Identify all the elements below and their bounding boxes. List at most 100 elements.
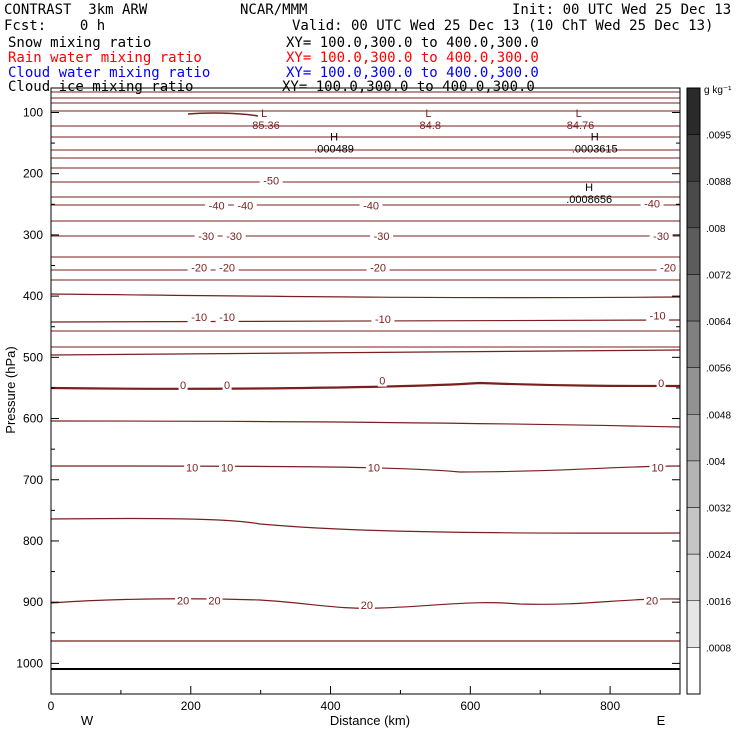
field-row: Rain water mixing ratio [8, 50, 202, 66]
y-tick-label: 1000 [16, 656, 43, 670]
center-label: NCAR/MMM [240, 2, 308, 18]
contour-label-bg [370, 230, 394, 243]
colorbar-unit: g kg⁻¹ [704, 85, 732, 96]
colorbar-label: .008 [706, 224, 726, 235]
contour-label-bg [649, 230, 673, 243]
contour-label-bg [359, 199, 383, 212]
y-tick-label: 800 [23, 534, 43, 548]
contour-label-bg [222, 378, 232, 391]
colorbar-label: .0024 [706, 550, 731, 561]
x-tick-label: 200 [181, 699, 201, 713]
contour-label: -20 [219, 262, 235, 274]
contour-label: -30 [226, 231, 242, 243]
y-tick-label: 900 [23, 595, 43, 609]
contour-label-bg [215, 310, 239, 323]
field-row: Cloud water mixing ratio [8, 65, 211, 81]
extremum-value: .0003615 [572, 143, 618, 155]
contour-label-bg [646, 309, 670, 322]
colorbar-cell [686, 87, 701, 135]
x-tick-label: 0 [48, 699, 55, 713]
colorbar-cell [686, 647, 701, 695]
contour-label: -10 [375, 314, 391, 326]
colorbar-label: .0095 [706, 131, 731, 142]
contour-label-bg [377, 374, 387, 387]
contour-line [50, 640, 681, 643]
contour-label: -40 [363, 201, 379, 213]
colorbar-cell [686, 414, 701, 462]
colorbar-label: .0056 [706, 364, 731, 375]
plot-frame [50, 87, 681, 695]
extremum-marker: H [585, 182, 593, 194]
extremum-marker: L [576, 108, 582, 120]
y-tick-label: 300 [23, 228, 43, 242]
contour-label-bg [640, 197, 664, 210]
colorbar-cell [686, 600, 701, 648]
y-axis-label: Pressure (hPa) [3, 346, 18, 433]
colorbar-label: .0048 [706, 410, 731, 421]
contour-label: -40 [644, 199, 660, 211]
contour-line [187, 112, 259, 117]
east-label: E [657, 713, 666, 728]
contour-label: -40 [237, 201, 253, 213]
contour-label: 10 [186, 463, 198, 475]
contour-label: 10 [652, 463, 664, 475]
colorbar-frame [686, 87, 701, 695]
contour-label-bg [175, 594, 192, 607]
colorbar-cell [686, 320, 701, 368]
y-tick-label: 100 [23, 105, 43, 119]
field-row: Snow mixing ratio [8, 35, 152, 51]
zero-contour-line [50, 381, 681, 390]
contour-label: -40 [209, 201, 225, 213]
contour-label: -30 [653, 231, 669, 243]
contour-label: -50 [263, 175, 279, 187]
y-tick-label: 600 [23, 412, 43, 426]
extremum-marker: H [591, 131, 599, 143]
contour-line [50, 349, 681, 356]
field-xy: XY= 100.0,300.0 to 400.0,300.0 [286, 35, 539, 51]
colorbar-label: .004 [706, 457, 726, 468]
contour-label-bg [215, 261, 239, 274]
contour-label: -20 [370, 262, 386, 274]
field-row: Cloud ice mixing ratio [8, 79, 194, 95]
contour-label: -10 [191, 312, 207, 324]
colorbar-label: .0064 [706, 317, 731, 328]
contour-label: -10 [219, 312, 235, 324]
y-tick-label: 400 [23, 289, 43, 303]
y-tick-label: 200 [23, 167, 43, 181]
contour-label-bg [371, 312, 395, 325]
contour-label-bg [656, 261, 680, 274]
colorbar-label: .0072 [706, 270, 731, 281]
contour-label: 0 [379, 376, 385, 388]
contour-label: 0 [180, 380, 186, 392]
contour-label-bg [233, 199, 257, 212]
contour-label-bg [259, 174, 283, 187]
contour-label: -20 [191, 262, 207, 274]
contour-label-bg [206, 594, 223, 607]
extremum-value: .0008656 [566, 194, 612, 206]
contour-label: 0 [224, 380, 230, 392]
contour-label: 20 [646, 595, 658, 607]
colorbar-label: .0088 [706, 177, 731, 188]
contour-label: -30 [374, 231, 390, 243]
contour-line [50, 465, 681, 473]
contour-labels: -50 -40 -40 -40 -40 -30 -30 -30 -30 -20 -20 -20 -20 -… [175, 108, 680, 612]
field-xy: XY= 100.0,300.0 to 400.0,300.0 [286, 65, 539, 81]
extremum-value: -84.8 [416, 120, 441, 132]
contour-label-bg [649, 461, 666, 474]
extremum-marker: L [261, 108, 267, 120]
colorbar-label: .0008 [706, 643, 731, 654]
colorbar-cell [686, 553, 701, 602]
contour-label: -10 [650, 311, 666, 323]
contour-label-bg [194, 230, 218, 243]
west-label: W [81, 713, 94, 728]
contour-label: 20 [177, 595, 189, 607]
contour-label-bg [222, 230, 246, 243]
colorbar-cell [686, 227, 701, 275]
contour-label-bg [187, 310, 211, 323]
colorbar: g kg⁻¹ .0095 .0088 .008 .0072 .0064 .0056 .0048… [686, 85, 732, 695]
colorbar-label: .0032 [706, 504, 731, 515]
field-xy: XY= 100.0,300.0 to 400.0,300.0 [282, 79, 535, 95]
contour-label: -20 [660, 262, 676, 274]
